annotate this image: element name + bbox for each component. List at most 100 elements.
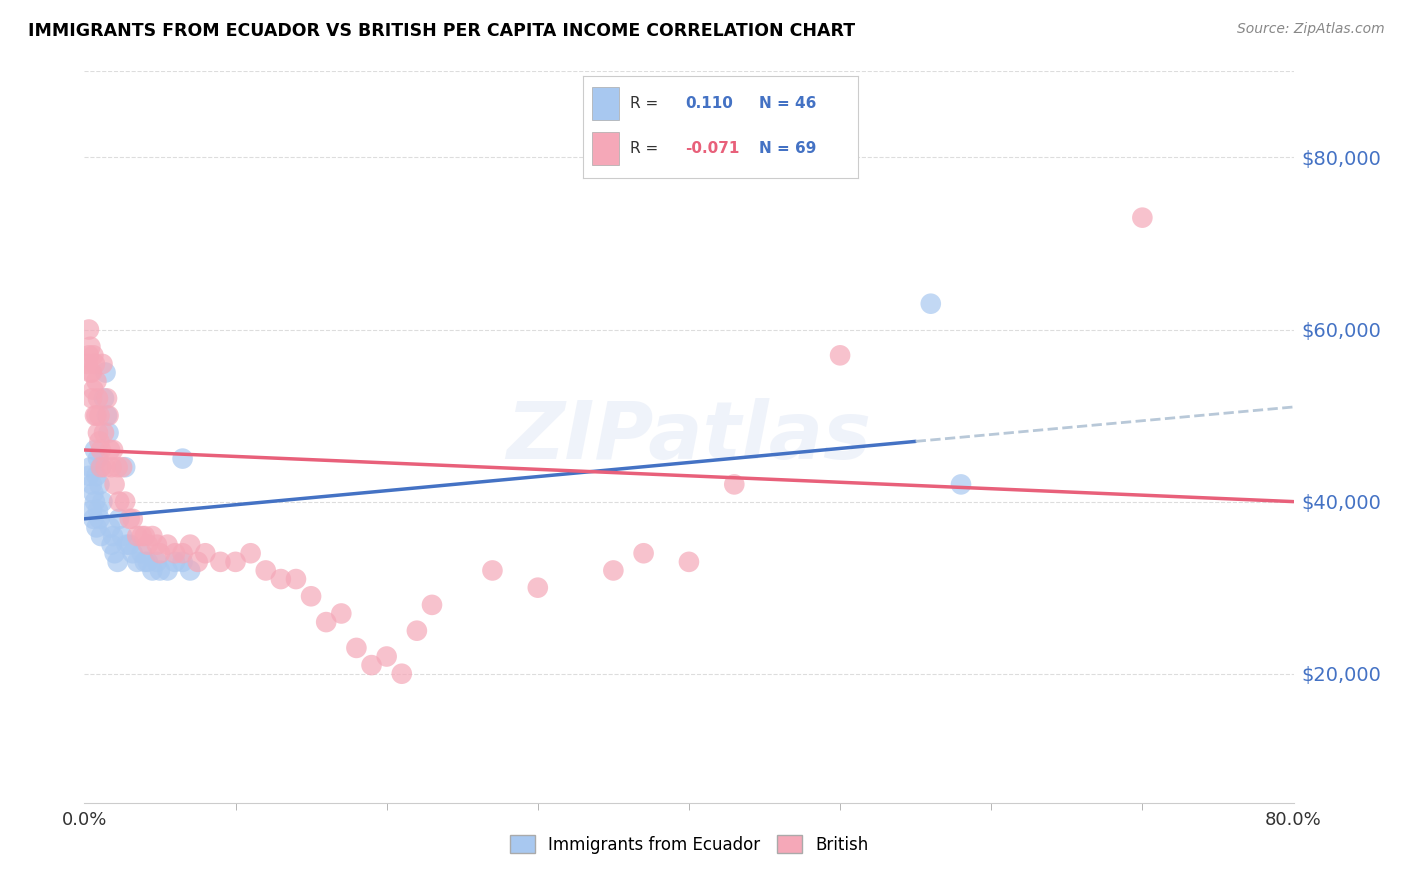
Point bbox=[920, 296, 942, 310]
Point bbox=[80, 392, 103, 406]
Point bbox=[82, 486, 104, 500]
Point bbox=[76, 357, 98, 371]
Text: ZIPatlas: ZIPatlas bbox=[506, 398, 872, 476]
Point bbox=[121, 512, 143, 526]
FancyBboxPatch shape bbox=[592, 132, 619, 165]
Point bbox=[87, 392, 110, 406]
Point bbox=[254, 564, 277, 578]
Point bbox=[406, 624, 429, 638]
Point bbox=[330, 607, 353, 621]
Point bbox=[131, 529, 153, 543]
Point bbox=[127, 555, 149, 569]
Point bbox=[108, 512, 131, 526]
Text: R =: R = bbox=[630, 96, 664, 111]
Point bbox=[1130, 211, 1153, 225]
Point bbox=[84, 494, 107, 508]
Point bbox=[82, 348, 104, 362]
Point bbox=[107, 555, 129, 569]
Point bbox=[830, 348, 852, 362]
Point bbox=[165, 555, 187, 569]
Point bbox=[100, 538, 122, 552]
Point bbox=[315, 615, 337, 629]
Text: -0.071: -0.071 bbox=[685, 141, 740, 156]
Point bbox=[104, 477, 127, 491]
Point bbox=[950, 477, 973, 491]
Point bbox=[97, 425, 120, 440]
Point bbox=[633, 546, 655, 560]
Point bbox=[77, 468, 100, 483]
Point bbox=[79, 340, 101, 354]
Point bbox=[602, 564, 624, 578]
Point bbox=[360, 658, 382, 673]
FancyBboxPatch shape bbox=[592, 87, 619, 120]
Point bbox=[87, 503, 110, 517]
Point bbox=[285, 572, 308, 586]
Point bbox=[481, 564, 503, 578]
Point bbox=[156, 564, 179, 578]
Point bbox=[98, 442, 121, 457]
Point bbox=[98, 520, 121, 534]
Point bbox=[172, 555, 194, 569]
Point bbox=[420, 598, 443, 612]
Point bbox=[84, 442, 107, 457]
Point bbox=[93, 392, 115, 406]
Point bbox=[87, 425, 110, 440]
Point bbox=[527, 581, 550, 595]
Point bbox=[149, 564, 172, 578]
Point bbox=[723, 477, 745, 491]
Point bbox=[179, 538, 201, 552]
Point bbox=[141, 564, 163, 578]
Text: N = 69: N = 69 bbox=[759, 141, 817, 156]
Point bbox=[149, 546, 172, 560]
Point bbox=[86, 374, 108, 388]
Point bbox=[375, 649, 398, 664]
Point bbox=[94, 460, 117, 475]
Point bbox=[90, 460, 112, 475]
Point bbox=[101, 529, 124, 543]
Point bbox=[172, 546, 194, 560]
Point bbox=[141, 529, 163, 543]
Point bbox=[94, 366, 117, 380]
Point bbox=[77, 348, 100, 362]
Point bbox=[86, 409, 108, 423]
Point bbox=[270, 572, 292, 586]
Point bbox=[146, 538, 169, 552]
Point bbox=[96, 392, 118, 406]
Legend: Immigrants from Ecuador, British: Immigrants from Ecuador, British bbox=[503, 829, 875, 860]
Point bbox=[134, 555, 156, 569]
Point bbox=[114, 460, 136, 475]
Point bbox=[80, 503, 103, 517]
Point bbox=[391, 666, 413, 681]
Point bbox=[82, 512, 104, 526]
Point bbox=[101, 442, 124, 457]
Point bbox=[90, 529, 112, 543]
Point bbox=[108, 494, 131, 508]
Point bbox=[90, 442, 112, 457]
Point bbox=[179, 564, 201, 578]
Text: N = 46: N = 46 bbox=[759, 96, 817, 111]
Point bbox=[86, 520, 108, 534]
Point bbox=[89, 477, 111, 491]
Point bbox=[96, 409, 118, 423]
Point bbox=[90, 460, 112, 475]
Point bbox=[136, 538, 159, 552]
Point bbox=[79, 366, 101, 380]
Point bbox=[118, 512, 141, 526]
Point bbox=[107, 460, 129, 475]
Text: 0.110: 0.110 bbox=[685, 96, 733, 111]
Point bbox=[118, 538, 141, 552]
Point bbox=[79, 460, 101, 475]
Point bbox=[165, 546, 187, 560]
Point bbox=[104, 546, 127, 560]
Point bbox=[346, 640, 368, 655]
Text: Source: ZipAtlas.com: Source: ZipAtlas.com bbox=[1237, 22, 1385, 37]
Point bbox=[121, 546, 143, 560]
Point bbox=[84, 409, 107, 423]
Point bbox=[89, 512, 111, 526]
Point bbox=[136, 555, 159, 569]
Text: R =: R = bbox=[630, 141, 664, 156]
Point bbox=[678, 555, 700, 569]
Point bbox=[87, 451, 110, 466]
Point bbox=[93, 425, 115, 440]
Point bbox=[97, 409, 120, 423]
